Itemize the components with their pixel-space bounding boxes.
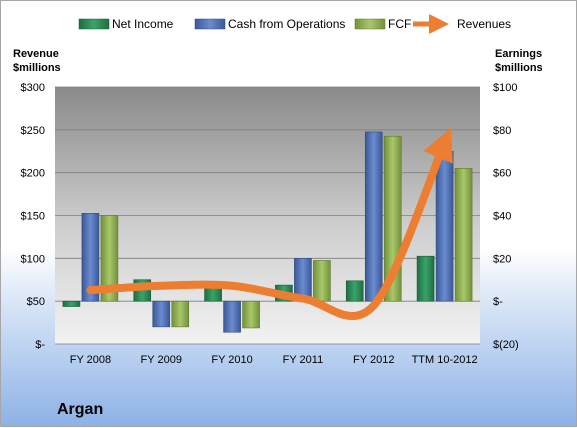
fcf-bar bbox=[313, 260, 331, 302]
left-axis-title: Revenue $millions bbox=[13, 48, 61, 74]
net-income-bar bbox=[345, 280, 364, 302]
fcf-bar bbox=[454, 168, 473, 302]
revenues-line bbox=[86, 128, 453, 321]
left-axis-ticks: $300 $250 $200 $150 $100 $50 $- bbox=[21, 82, 46, 351]
left-tick-label: $200 bbox=[21, 168, 45, 180]
cash-ops-bar bbox=[364, 131, 383, 302]
right-tick-label: $(20) bbox=[493, 339, 519, 351]
x-tick-label: FY 2008 bbox=[70, 354, 111, 366]
left-tick-label: $150 bbox=[21, 211, 45, 223]
legend-label-revenues: Revenues bbox=[457, 17, 511, 31]
right-axis-title: Earnings $millions bbox=[495, 48, 543, 74]
right-axis-ticks: $100 $80 $60 $40 $20 $- $(20) bbox=[493, 82, 519, 351]
net-income-bar bbox=[204, 286, 222, 302]
cash-ops-bar bbox=[223, 300, 241, 333]
company-name: Argan bbox=[57, 401, 103, 418]
legend: Net Income Cash from Operations FCF Reve… bbox=[78, 14, 511, 34]
left-tick-label: $300 bbox=[21, 82, 45, 94]
legend-label-fcf: FCF bbox=[388, 17, 411, 31]
legend-swatch-fcf bbox=[354, 18, 386, 30]
gridlines bbox=[55, 86, 480, 345]
right-tick-label: $100 bbox=[493, 82, 517, 94]
left-tick-label: $100 bbox=[21, 253, 45, 265]
x-tick-label: FY 2012 bbox=[353, 354, 394, 366]
x-tick-label: FY 2011 bbox=[283, 354, 324, 366]
left-tick-label: $250 bbox=[21, 125, 45, 137]
x-axis-labels: FY 2008 FY 2009 FY 2010 FY 2011 FY 2012 TTM 1… bbox=[70, 354, 478, 366]
fcf-bar bbox=[171, 300, 190, 328]
legend-label-net-income: Net Income bbox=[112, 17, 174, 31]
x-tick-label: TTM 10-2012 bbox=[412, 354, 478, 366]
right-tick-label: $40 bbox=[493, 211, 511, 223]
fcf-bar bbox=[100, 215, 119, 302]
left-tick-label: $- bbox=[35, 339, 45, 351]
cash-ops-bar bbox=[81, 213, 100, 302]
x-tick-label: FY 2009 bbox=[141, 354, 182, 366]
right-tick-label: $80 bbox=[493, 125, 511, 137]
right-tick-label: $20 bbox=[493, 253, 511, 265]
cash-ops-bar bbox=[152, 300, 171, 328]
legend-swatch-net-income bbox=[78, 18, 110, 30]
x-tick-label: FY 2010 bbox=[211, 354, 252, 366]
legend-label-cash-ops: Cash from Operations bbox=[228, 17, 345, 31]
left-tick-label: $50 bbox=[27, 296, 45, 308]
right-tick-label: $60 bbox=[493, 168, 511, 180]
revenue-line bbox=[86, 128, 453, 321]
net-income-bar bbox=[62, 300, 81, 307]
net-income-bar bbox=[416, 255, 435, 302]
legend-swatch-cash-ops bbox=[194, 18, 226, 30]
fcf-bar bbox=[242, 300, 260, 329]
cash-ops-bar bbox=[435, 150, 454, 302]
right-tick-label: $- bbox=[493, 296, 503, 308]
